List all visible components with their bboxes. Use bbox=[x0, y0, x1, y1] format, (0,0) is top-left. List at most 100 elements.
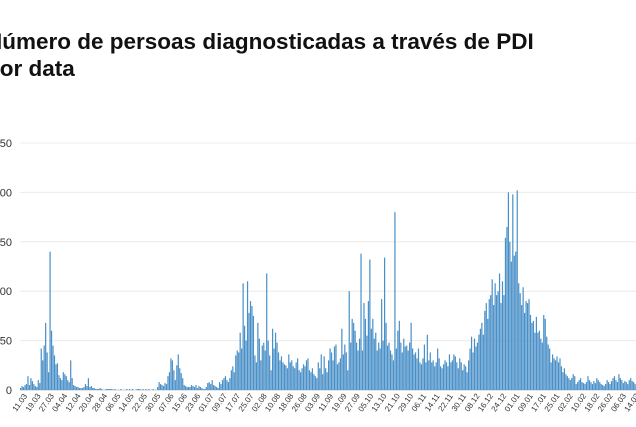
bar bbox=[322, 374, 324, 390]
bar bbox=[294, 368, 296, 390]
bar bbox=[292, 366, 294, 390]
bar bbox=[230, 370, 232, 390]
bar bbox=[426, 334, 428, 390]
bar bbox=[252, 315, 255, 390]
bar bbox=[509, 241, 511, 390]
bar bbox=[602, 385, 604, 390]
bar bbox=[534, 332, 536, 390]
bar bbox=[92, 388, 94, 390]
bar bbox=[297, 358, 299, 390]
bar bbox=[525, 301, 527, 390]
bar bbox=[249, 301, 252, 390]
bar bbox=[64, 374, 66, 390]
bar bbox=[453, 354, 455, 390]
bar bbox=[80, 388, 82, 390]
bar bbox=[229, 378, 231, 390]
bar bbox=[238, 352, 240, 390]
bar bbox=[354, 330, 356, 390]
bar bbox=[333, 346, 336, 390]
bar bbox=[160, 384, 162, 390]
bar bbox=[195, 385, 197, 390]
bar bbox=[431, 362, 433, 390]
bar bbox=[45, 322, 47, 390]
bar bbox=[484, 310, 486, 390]
bar bbox=[526, 303, 529, 390]
bar bbox=[68, 382, 70, 390]
bar bbox=[302, 364, 305, 390]
bar bbox=[189, 387, 191, 390]
bar bbox=[126, 389, 128, 390]
bar bbox=[568, 378, 570, 390]
bar bbox=[313, 374, 315, 390]
bar bbox=[569, 380, 571, 390]
bar bbox=[142, 389, 144, 390]
bar bbox=[624, 381, 626, 390]
bar bbox=[73, 385, 75, 390]
bar bbox=[58, 375, 60, 390]
bar bbox=[221, 380, 224, 390]
bar bbox=[48, 372, 50, 390]
bar bbox=[218, 382, 221, 390]
bar bbox=[162, 386, 165, 390]
bar bbox=[556, 356, 558, 390]
bar bbox=[283, 364, 285, 390]
bar bbox=[445, 362, 448, 390]
bar bbox=[529, 314, 532, 390]
bar bbox=[370, 328, 372, 390]
bar bbox=[326, 372, 328, 390]
bar bbox=[528, 299, 530, 390]
bar bbox=[182, 378, 184, 390]
bar bbox=[360, 253, 362, 390]
bar bbox=[90, 386, 92, 390]
y-tick-label: 250 bbox=[0, 138, 12, 150]
bar bbox=[565, 374, 567, 390]
bar bbox=[412, 348, 414, 390]
bar bbox=[276, 342, 278, 390]
bar bbox=[76, 387, 78, 390]
bar bbox=[615, 380, 617, 390]
bar bbox=[494, 283, 496, 390]
bar bbox=[420, 364, 423, 390]
bar bbox=[167, 376, 169, 390]
bar bbox=[487, 318, 489, 390]
bar bbox=[375, 332, 377, 390]
bar bbox=[24, 385, 26, 390]
bar bbox=[630, 378, 632, 390]
bar bbox=[185, 386, 187, 390]
bar bbox=[392, 360, 395, 390]
bar bbox=[224, 376, 227, 390]
bar bbox=[419, 362, 421, 390]
bar bbox=[173, 370, 175, 390]
bar bbox=[20, 388, 22, 390]
bar bbox=[473, 338, 476, 390]
bar bbox=[563, 368, 565, 390]
chart-title-line-1: Número de persoas diagnosticadas a travé… bbox=[0, 29, 534, 54]
bar bbox=[372, 318, 374, 390]
bar bbox=[270, 370, 272, 390]
bar bbox=[81, 388, 84, 390]
bar bbox=[416, 358, 418, 390]
bar bbox=[99, 388, 101, 390]
bar bbox=[152, 389, 154, 390]
bar bbox=[242, 283, 244, 390]
bar bbox=[459, 358, 461, 390]
bar bbox=[246, 281, 249, 390]
bar bbox=[177, 354, 179, 390]
bar bbox=[379, 348, 381, 390]
bar bbox=[441, 368, 443, 390]
bar bbox=[378, 342, 380, 390]
bar bbox=[571, 378, 573, 390]
bar bbox=[245, 340, 247, 390]
bar bbox=[367, 301, 369, 390]
bar bbox=[535, 316, 537, 390]
bar bbox=[305, 360, 308, 390]
bar bbox=[277, 352, 280, 390]
bar bbox=[310, 372, 312, 390]
bar bbox=[482, 334, 484, 390]
bar bbox=[43, 345, 45, 390]
bar bbox=[557, 362, 560, 390]
bar bbox=[295, 362, 297, 390]
bar bbox=[603, 386, 605, 390]
bar bbox=[186, 387, 188, 390]
bar bbox=[605, 384, 607, 390]
